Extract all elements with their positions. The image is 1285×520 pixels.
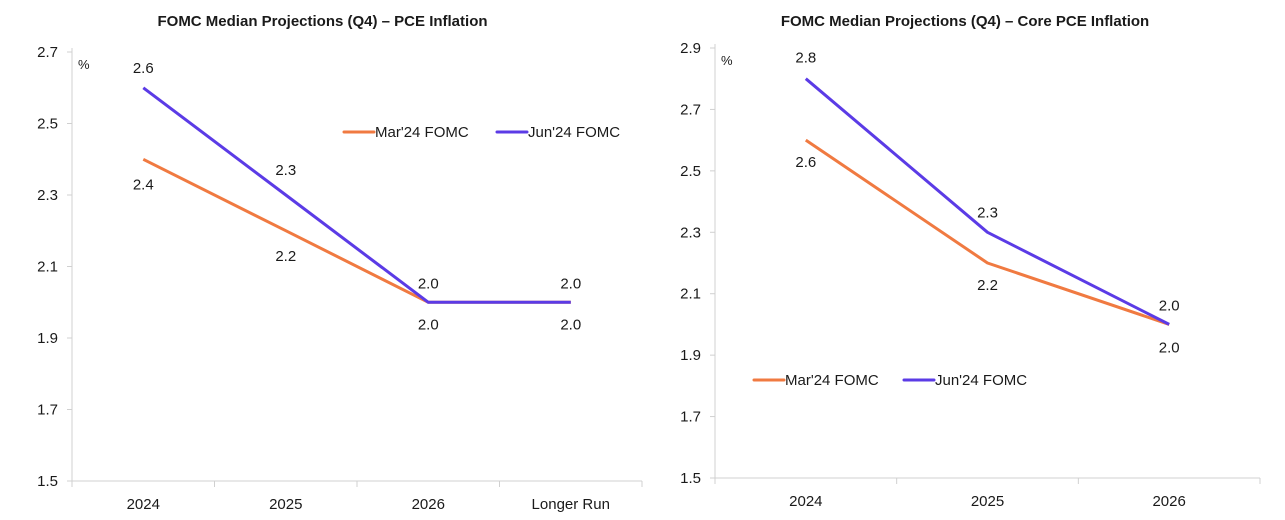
- legend-label: Jun'24 FOMC: [528, 124, 620, 141]
- core-pce-chart-panel: FOMC Median Projections (Q4) – Core PCE …: [645, 0, 1285, 520]
- unit-label: %: [78, 57, 90, 72]
- y-tick-label: 2.1: [37, 259, 58, 276]
- data-label: 2.4: [133, 176, 154, 193]
- y-tick-label: 1.7: [37, 402, 58, 419]
- x-tick-label: 2025: [971, 493, 1004, 510]
- y-tick-label: 2.9: [680, 40, 701, 57]
- data-label: 2.3: [977, 204, 998, 221]
- y-tick-label: 2.3: [37, 187, 58, 204]
- data-label: 2.0: [560, 275, 581, 292]
- y-tick-label: 2.5: [37, 116, 58, 133]
- series-line-mar24: [804, 138, 1170, 326]
- y-tick-label: 1.9: [37, 330, 58, 347]
- data-label: 2.0: [418, 275, 439, 292]
- data-label: 2.2: [977, 277, 998, 294]
- data-label: 2.3: [275, 162, 296, 179]
- y-tick-label: 1.7: [680, 409, 701, 426]
- y-tick-label: 2.1: [680, 286, 701, 303]
- chart-title: FOMC Median Projections (Q4) – Core PCE …: [780, 13, 1150, 30]
- x-tick-label: 2025: [269, 496, 302, 513]
- x-tick-label: 2026: [1152, 493, 1185, 510]
- legend-label: Mar'24 FOMC: [785, 372, 879, 389]
- y-tick-label: 1.9: [680, 347, 701, 364]
- y-tick-label: 1.5: [37, 473, 58, 490]
- unit-label: %: [721, 53, 733, 68]
- series-line-jun24: [142, 86, 571, 304]
- pce-chart-svg: 1.5 1.7 1.9 2.1 2.3 2.5 2.7 2024 2025 2026 Longer …: [37, 44, 643, 513]
- x-tick-label: 2024: [127, 496, 160, 513]
- pce-chart-panel: FOMC Median Projections (Q4) – PCE Infla…: [37, 13, 643, 513]
- data-label: 2.0: [560, 316, 581, 333]
- x-tick-label: Longer Run: [532, 496, 610, 513]
- x-tick-label: 2024: [789, 493, 822, 510]
- data-label: 2.6: [133, 60, 154, 77]
- data-label: 2.0: [418, 316, 439, 333]
- data-label: 2.8: [795, 50, 816, 67]
- series-line-jun24: [804, 77, 1170, 326]
- legend-label: Mar'24 FOMC: [375, 124, 469, 141]
- y-tick-label: 2.3: [680, 224, 701, 241]
- chart-title: FOMC Median Projections (Q4) – PCE Infla…: [157, 13, 488, 30]
- y-tick-label: 2.5: [680, 163, 701, 180]
- series-line-mar24: [142, 157, 571, 304]
- data-label: 2.0: [1159, 339, 1180, 356]
- y-tick-label: 2.7: [680, 101, 701, 118]
- core-pce-chart-svg: 1.5 1.7 1.9 2.1 2.3 2.5 2.7 2.9 2024 2025 2026% 2.6…: [680, 40, 1261, 510]
- x-tick-label: 2026: [412, 496, 445, 513]
- data-label: 2.2: [275, 248, 296, 265]
- data-label: 2.6: [795, 154, 816, 171]
- legend-label: Jun'24 FOMC: [935, 372, 1027, 389]
- y-tick-label: 1.5: [680, 470, 701, 487]
- y-tick-label: 2.7: [37, 44, 58, 61]
- data-label: 2.0: [1159, 297, 1180, 314]
